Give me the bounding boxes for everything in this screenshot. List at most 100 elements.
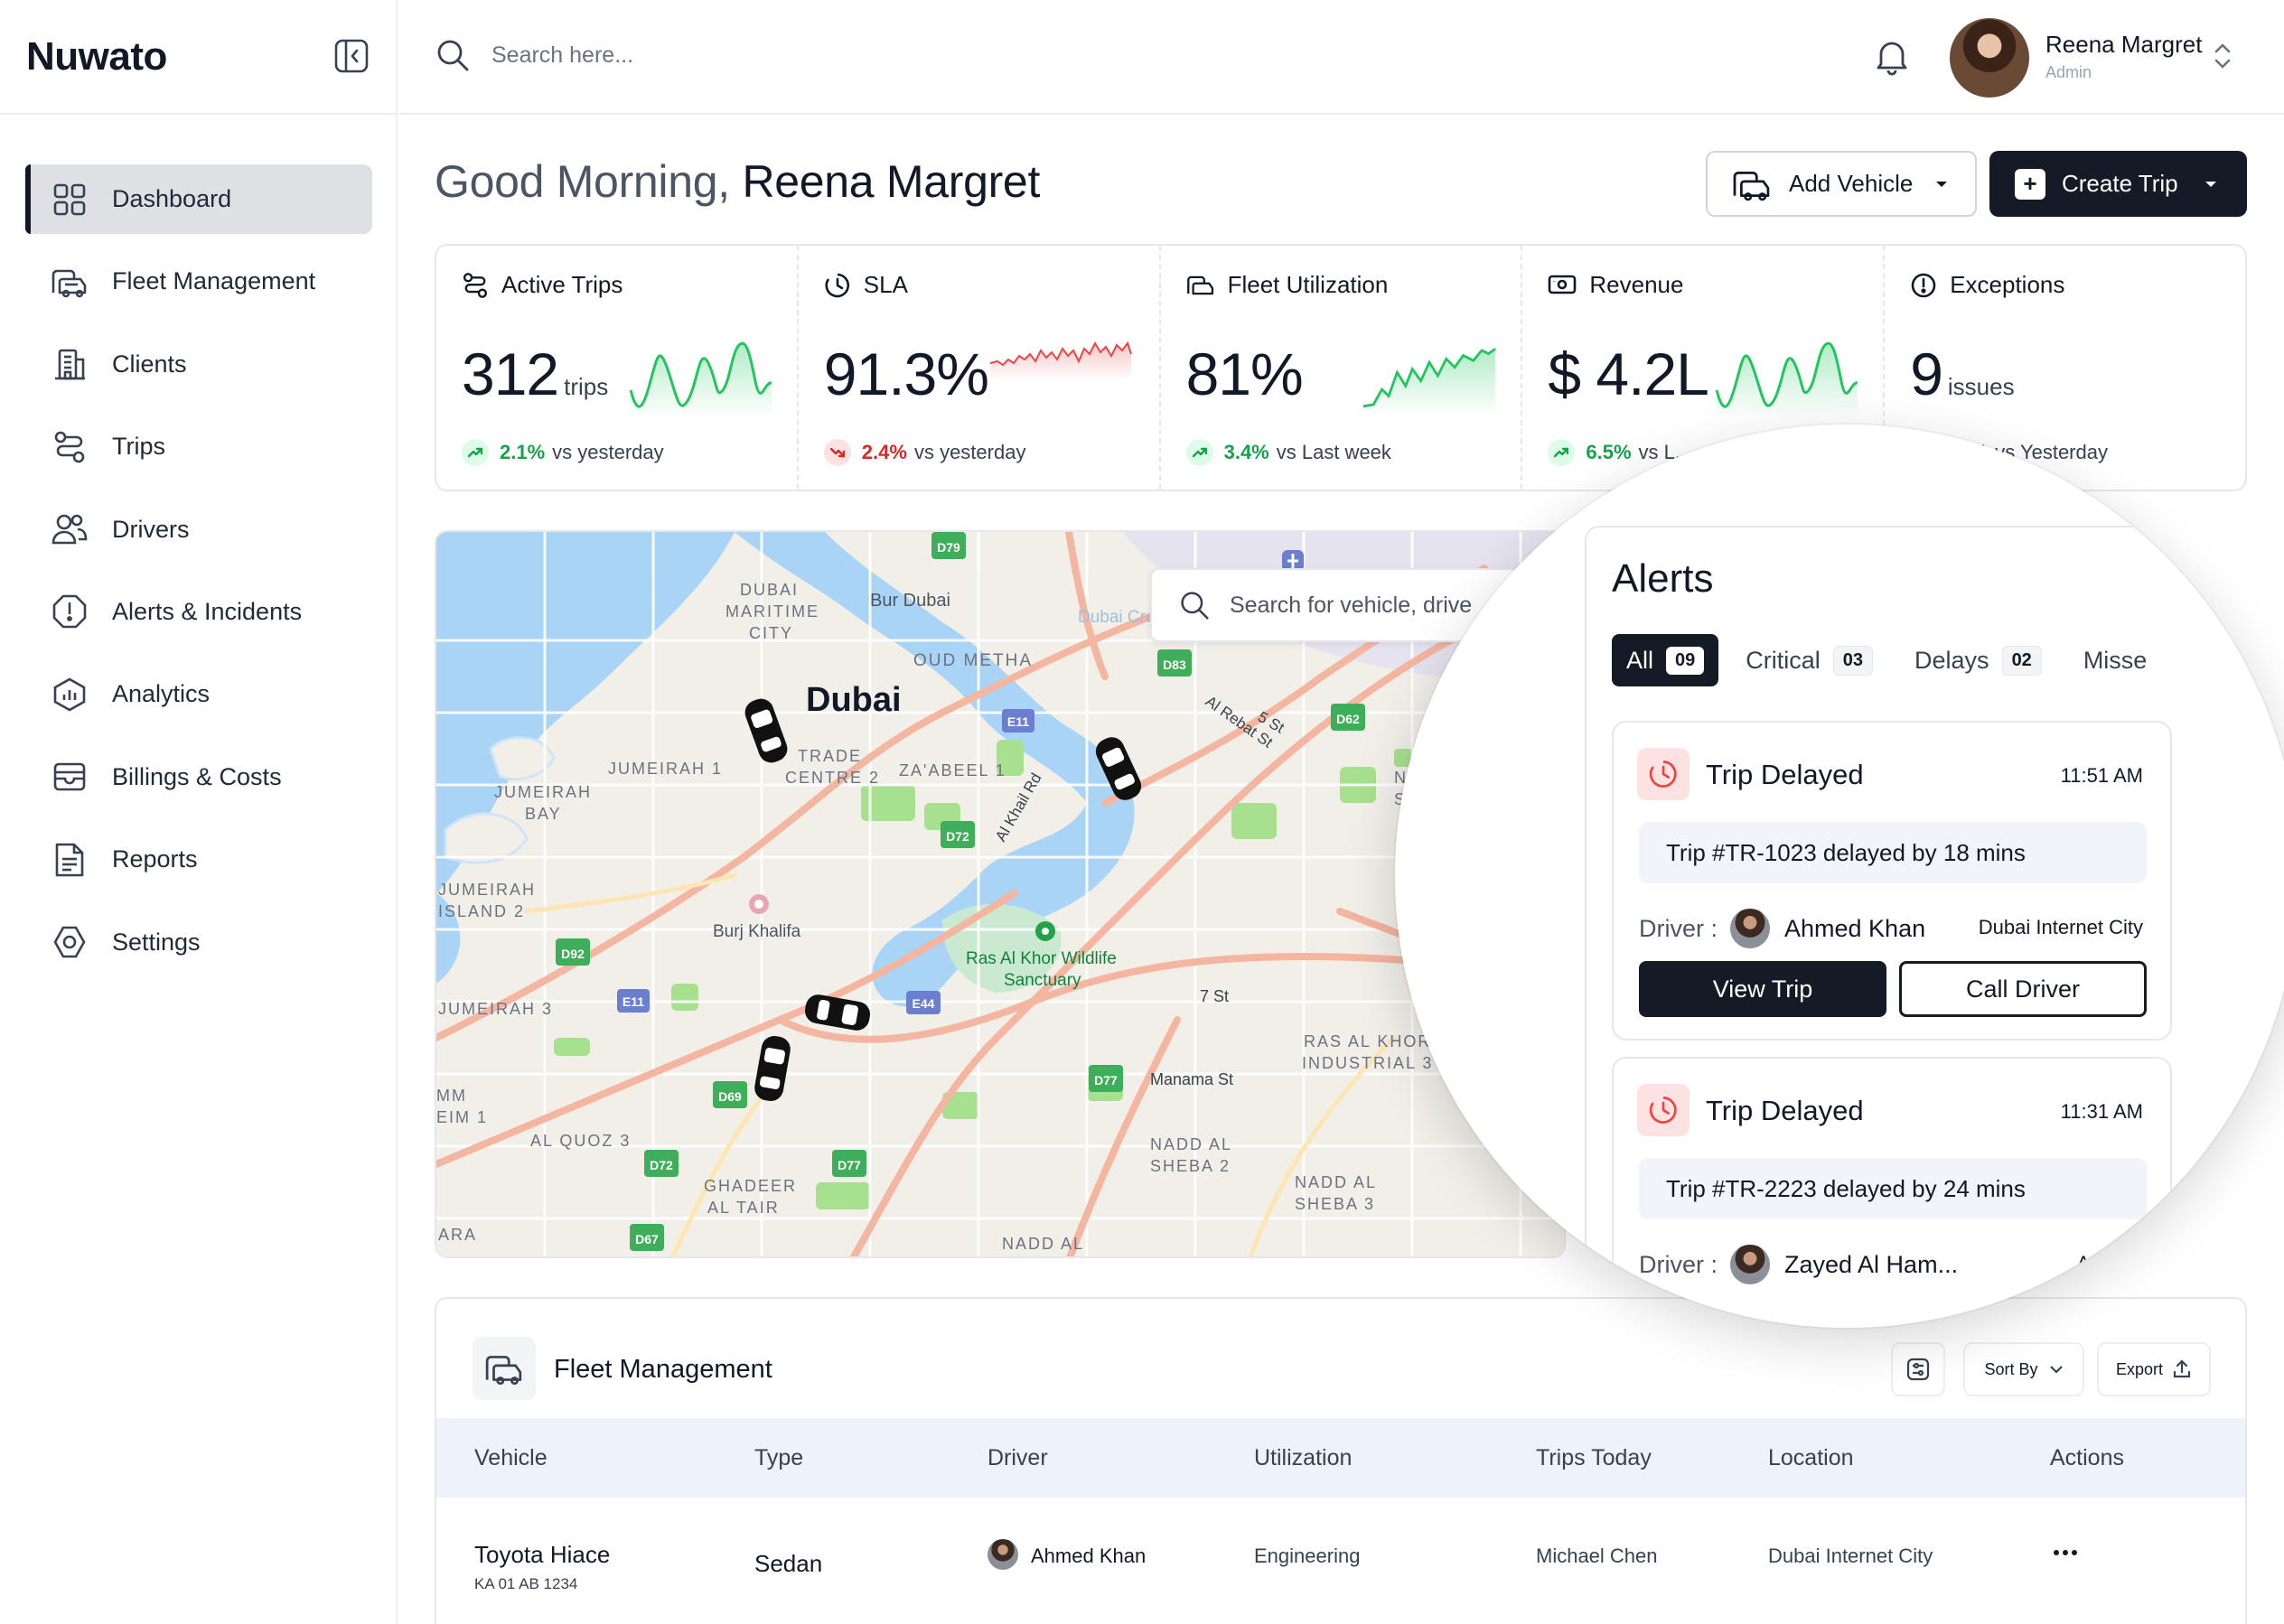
notifications-bell-icon[interactable] (1872, 36, 1912, 76)
trend-up-icon (1548, 439, 1576, 466)
user-name[interactable]: Reena Margret (2045, 31, 2203, 58)
kpi-delta-value: 6.5% (1586, 441, 1632, 463)
tab-all[interactable]: All 09 (1612, 634, 1719, 686)
tab-label: Critical (1746, 646, 1821, 674)
sparkline-chart (1715, 341, 1858, 417)
column-header[interactable]: Location (1768, 1445, 1854, 1470)
sidebar-item-fleet-management[interactable]: Fleet Management (25, 247, 372, 316)
table-settings-button[interactable] (1891, 1342, 1945, 1396)
driver-label: Driver : (1639, 914, 1718, 942)
add-vehicle-button[interactable]: Add Vehicle (1706, 151, 1977, 217)
column-header[interactable]: Type (754, 1445, 804, 1470)
sidebar-item-label: Billings & Costs (112, 762, 282, 790)
svg-text:7 St: 7 St (1200, 987, 1229, 1005)
kpi-value: $ 4.2L (1548, 340, 1708, 408)
search-input[interactable]: Search here... (435, 38, 633, 72)
column-header[interactable]: Driver (988, 1445, 1048, 1470)
search-icon (1181, 592, 1209, 620)
export-button[interactable]: Export (2097, 1342, 2211, 1396)
park-pin-icon (1035, 921, 1055, 941)
kpi-header: Active Trips (462, 271, 622, 299)
sidebar-item-label: Trips (112, 433, 165, 461)
column-header[interactable]: Actions (2050, 1445, 2124, 1470)
svg-text:Ras Al Khor Wildlife: Ras Al Khor Wildlife (966, 949, 1117, 968)
sidebar-item-analytics[interactable]: Analytics (25, 659, 372, 729)
landmark-pin-icon (749, 894, 769, 914)
sidebar-item-dashboard[interactable]: Dashboard (25, 164, 372, 234)
more-actions-icon[interactable] (2052, 1539, 2079, 1571)
kpi-delta-value: 2.1% (500, 441, 546, 463)
export-label: Export (2115, 1359, 2164, 1378)
view-trip-button[interactable]: View Trip (1639, 961, 1886, 1017)
kpi-card-fleet-utilization[interactable]: Fleet Utilization 81% 3.4% vs Last week (1161, 246, 1523, 490)
sidebar-item-settings[interactable]: Settings (25, 908, 372, 977)
grid-icon (51, 181, 89, 219)
sort-by-label: Sort By (1984, 1359, 2038, 1378)
alert-card[interactable]: Trip Delayed 11:51 AM Trip #TR-1023 dela… (1612, 721, 2172, 1041)
tab-critical[interactable]: Critical 03 (1731, 634, 1887, 686)
topbar: Search here... Reena Margret Admin (399, 0, 2284, 115)
kpi-card-active-trips[interactable]: Active Trips 312 trips 2.1% vs yesterday (436, 246, 799, 490)
sidebar-item-alerts-incidents[interactable]: Alerts & Incidents (25, 577, 372, 647)
chevron-down-icon (2049, 1366, 2063, 1374)
kpi-number: 91.3% (823, 341, 989, 407)
tab-missed[interactable]: Misse (2069, 634, 2162, 686)
sidebar-item-reports[interactable]: Reports (25, 825, 372, 894)
alert-icon (51, 593, 89, 630)
driver-name: Zayed Al Ham... (1784, 1250, 1959, 1278)
create-trip-button[interactable]: + Create Trip (1989, 151, 2247, 217)
map-canvas[interactable]: Dubai Bur Dubai DUBAI MARITIME CITY OUD … (436, 532, 1566, 1258)
svg-text:D79: D79 (937, 540, 960, 555)
column-header[interactable]: Trips Today (1536, 1445, 1652, 1470)
svg-text:TRADE: TRADE (798, 747, 862, 765)
kpi-delta: 6.5% vs L... (1548, 439, 1691, 466)
svg-text:JUMEIRAH 3: JUMEIRAH 3 (438, 1000, 553, 1018)
alert-location: Dubai Internet City (1978, 916, 2143, 938)
kpi-title: Active Trips (501, 271, 623, 298)
clock-alert-icon (1637, 748, 1690, 800)
vehicle-marker-icon (754, 1035, 791, 1102)
alert-driver: Driver : Ahmed Khan (1639, 909, 1925, 948)
svg-text:CITY: CITY (749, 624, 793, 642)
tab-delays[interactable]: Delays 02 (1900, 634, 2056, 686)
alert-card[interactable]: Trip Delayed 11:31 AM Trip #TR-2223 dela… (1612, 1057, 2172, 1328)
sidebar-item-billings-costs[interactable]: Billings & Costs (25, 742, 372, 812)
tab-label: All (1626, 646, 1654, 674)
collapse-sidebar-icon[interactable] (333, 38, 370, 74)
more-options-icon[interactable] (2195, 567, 2232, 585)
sidebar-item-trips[interactable]: Trips (25, 412, 372, 481)
call-driver-button[interactable]: Call Driver (1899, 961, 2147, 1017)
column-header[interactable]: Utilization (1254, 1445, 1353, 1470)
clock-icon (825, 273, 849, 297)
sidebar-item-clients[interactable]: Clients (25, 330, 372, 399)
kpi-title: Fleet Utilization (1227, 271, 1389, 298)
kpi-value: 81% (1186, 340, 1304, 408)
kpi-header: Fleet Utilization (1186, 271, 1389, 299)
svg-text:JUMEIRAH 1: JUMEIRAH 1 (608, 760, 723, 778)
map-search-input[interactable]: Search for vehicle, drive (1150, 568, 1521, 642)
kpi-header: Revenue (1548, 271, 1683, 299)
vehicle-marker-icon (804, 994, 871, 1031)
settings-icon (51, 923, 89, 961)
alerts-title: Alerts (1612, 556, 1714, 601)
alert-title: Trip Delayed (1706, 1095, 1864, 1126)
user-avatar[interactable] (1950, 18, 2029, 98)
svg-text:AL TAIR: AL TAIR (707, 1199, 780, 1217)
kpi-value: 9 issues (1910, 340, 2014, 408)
sort-by-button[interactable]: Sort By (1963, 1342, 2084, 1396)
alert-filter-tabs: All 09 Critical 03 Delays 02 Misse (1612, 634, 2174, 686)
svg-text:Bur Dubai: Bur Dubai (870, 591, 950, 611)
chevron-up-down-icon[interactable] (2212, 40, 2233, 72)
route-icon (463, 272, 488, 298)
svg-text:Dubai Creek: Dubai Creek (1078, 608, 1174, 627)
sidebar-item-label: Dashboard (112, 185, 232, 212)
kpi-card-revenue[interactable]: Revenue $ 4.2L 6.5% vs L... (1522, 246, 1886, 490)
kpi-card-sla[interactable]: SLA 91.3% 2.4% vs yesterday (799, 246, 1161, 490)
fleet-map[interactable]: Dubai Bur Dubai DUBAI MARITIME CITY OUD … (435, 530, 1566, 1258)
svg-text:E11: E11 (622, 994, 644, 1009)
svg-text:E11: E11 (1007, 714, 1029, 729)
column-header[interactable]: Vehicle (474, 1445, 548, 1470)
sidebar-item-label: Settings (112, 928, 201, 956)
alert-location: Al Qu... (2076, 1252, 2143, 1274)
sidebar-item-drivers[interactable]: Drivers (25, 495, 372, 565)
